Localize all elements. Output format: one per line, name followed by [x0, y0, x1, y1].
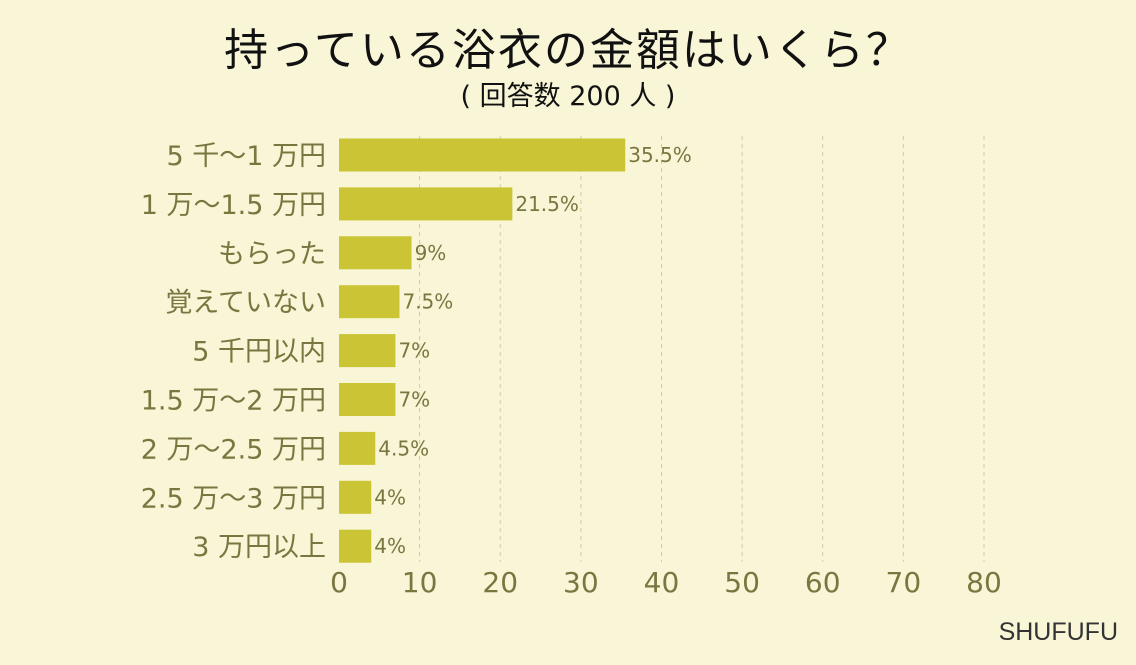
category-label-4: 5 千円以内 [192, 337, 326, 368]
bar-7 [339, 480, 372, 514]
value-label-5: 7% [398, 388, 430, 412]
category-label-0: 5 千～1 万円 [166, 141, 326, 172]
x-tick-label-6: 60 [805, 566, 841, 599]
chart-title: 持っている浴衣の金額はいくら？ [224, 25, 912, 76]
x-tick-label-7: 70 [886, 566, 922, 599]
x-tick-label-2: 20 [482, 566, 518, 599]
value-label-0: 35.5% [628, 143, 692, 167]
value-label-2: 9% [415, 241, 447, 265]
category-label-3: 覚えていない [165, 288, 326, 319]
value-label-8: 4% [374, 534, 406, 558]
chart-subtitle: ( 回答数 200 人 ) [460, 81, 676, 112]
brand-label: SHUFUFU [998, 618, 1118, 646]
x-tick-label-1: 10 [402, 566, 438, 599]
bar-8 [339, 529, 372, 563]
category-label-2: もらった [218, 239, 326, 270]
x-tick-label-0: 0 [330, 566, 348, 599]
category-label-6: 2 万～2.5 万円 [141, 434, 326, 465]
category-label-5: 1.5 万～2 万円 [141, 386, 326, 417]
value-label-1: 21.5% [515, 192, 579, 216]
value-label-6: 4.5% [378, 436, 429, 460]
category-label-7: 2.5 万～3 万円 [141, 483, 326, 514]
x-tick-label-8: 80 [966, 566, 1002, 599]
bar-4 [339, 334, 396, 368]
bar-3 [339, 285, 400, 319]
category-label-8: 3 万円以上 [192, 532, 326, 563]
category-label-1: 1 万～1.5 万円 [141, 190, 326, 221]
x-tick-label-5: 50 [724, 566, 760, 599]
bar-1 [339, 187, 513, 221]
bar-2 [339, 236, 412, 270]
x-tick-label-4: 40 [644, 566, 680, 599]
bar-5 [339, 383, 396, 416]
value-label-4: 7% [398, 339, 430, 363]
bar-0 [339, 138, 626, 172]
bar-6 [339, 431, 376, 465]
value-label-3: 7.5% [402, 290, 453, 314]
value-label-7: 4% [374, 485, 406, 509]
x-tick-label-3: 30 [563, 566, 599, 599]
